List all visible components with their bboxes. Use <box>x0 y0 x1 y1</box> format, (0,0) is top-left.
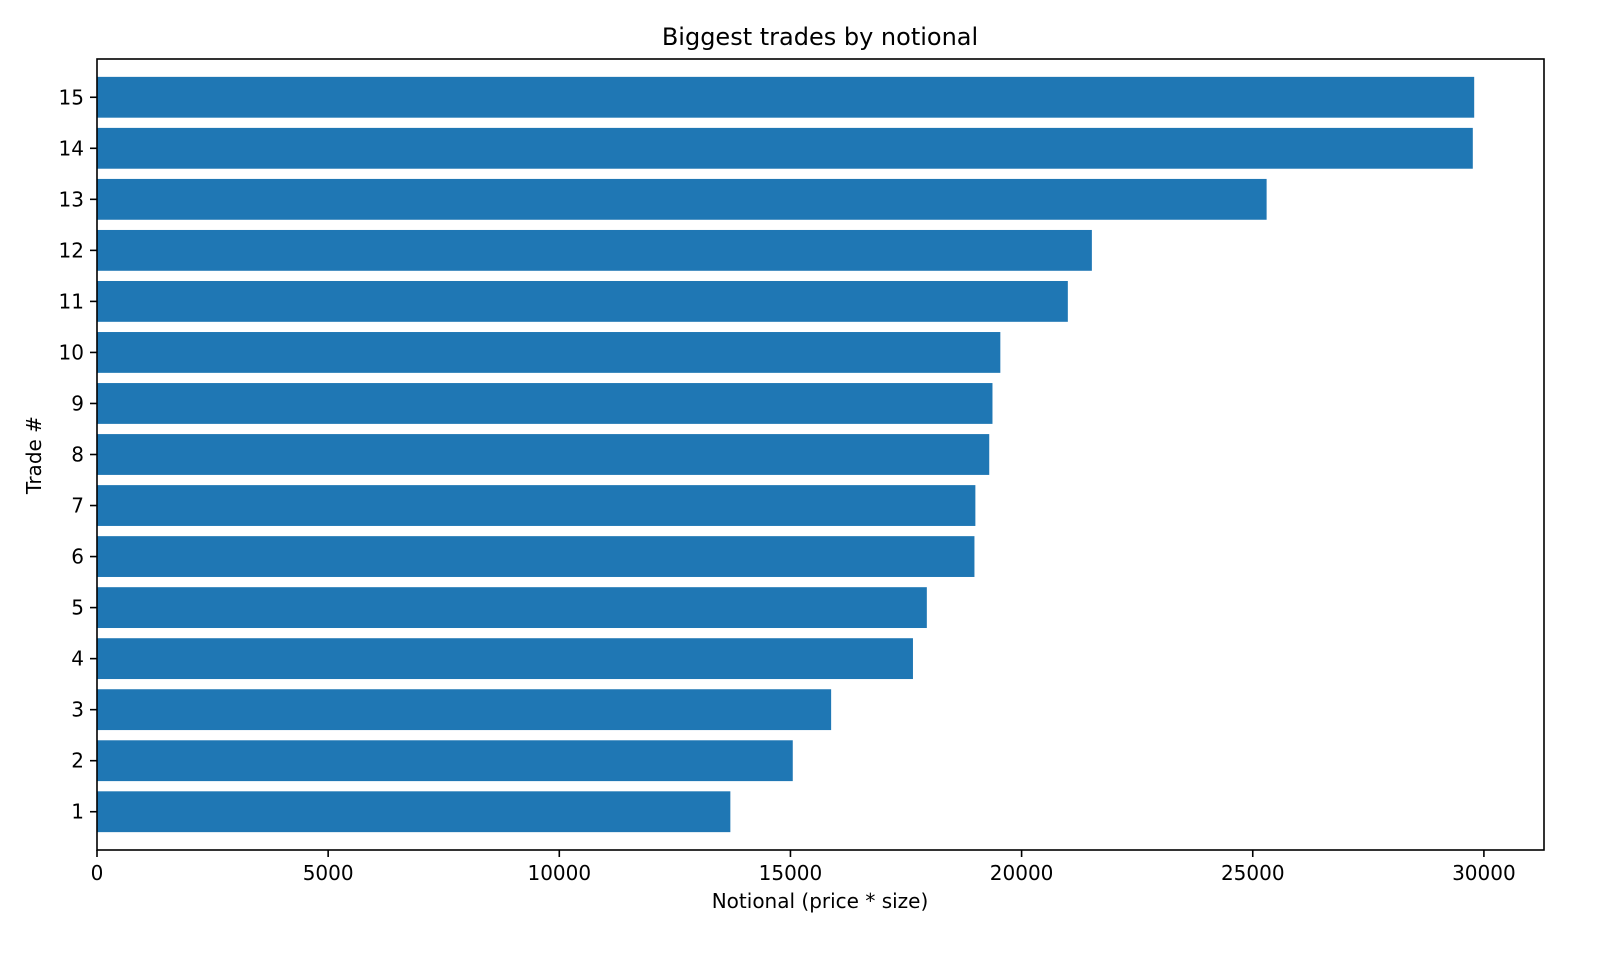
bars-layer <box>97 76 1475 833</box>
x-axis-title: Notional (price * size) <box>712 889 929 913</box>
bar-trade-2 <box>97 740 793 782</box>
y-tick-label: 3 <box>71 698 84 722</box>
y-tick-label: 15 <box>59 85 84 109</box>
x-tick-label: 25000 <box>1221 861 1285 885</box>
y-tick-label: 14 <box>59 136 84 160</box>
y-tick-label: 6 <box>71 545 84 569</box>
y-tick-label: 11 <box>59 289 84 313</box>
bar-trade-3 <box>97 689 832 731</box>
bar-trade-1 <box>97 791 731 833</box>
bar-trade-13 <box>97 178 1267 220</box>
x-tick-label: 10000 <box>527 861 591 885</box>
bar-trade-6 <box>97 536 975 577</box>
y-tick-label: 13 <box>59 187 84 211</box>
bar-trade-11 <box>97 280 1068 322</box>
y-axis-title: Trade # <box>22 416 46 495</box>
x-tick-label: 0 <box>91 861 104 885</box>
bar-trade-9 <box>97 383 993 424</box>
bar-trade-8 <box>97 434 990 475</box>
bar-trade-5 <box>97 587 927 629</box>
y-tick-label: 1 <box>71 800 84 824</box>
y-tick-label: 7 <box>71 494 84 518</box>
y-tick-label: 4 <box>71 647 84 671</box>
y-tick-label: 9 <box>71 391 84 415</box>
y-tick-label: 8 <box>71 443 84 467</box>
y-tick-label: 10 <box>59 340 84 364</box>
chart-title: Biggest trades by notional <box>662 23 978 51</box>
x-tick-label: 30000 <box>1452 861 1516 885</box>
x-tick-label: 20000 <box>990 861 1054 885</box>
y-tick-label: 12 <box>59 238 84 262</box>
plot-frame <box>96 58 1545 851</box>
bar-trade-15 <box>97 76 1475 118</box>
y-tick-label: 5 <box>71 596 84 620</box>
y-tick-label: 2 <box>71 749 84 773</box>
bar-trade-7 <box>97 485 976 526</box>
bar-trade-4 <box>97 638 913 680</box>
x-tick-label: 15000 <box>759 861 823 885</box>
bar-trade-12 <box>97 229 1092 271</box>
x-tick-label: 5000 <box>303 861 354 885</box>
bar-trade-10 <box>97 332 1001 373</box>
bar-trade-14 <box>97 127 1473 169</box>
